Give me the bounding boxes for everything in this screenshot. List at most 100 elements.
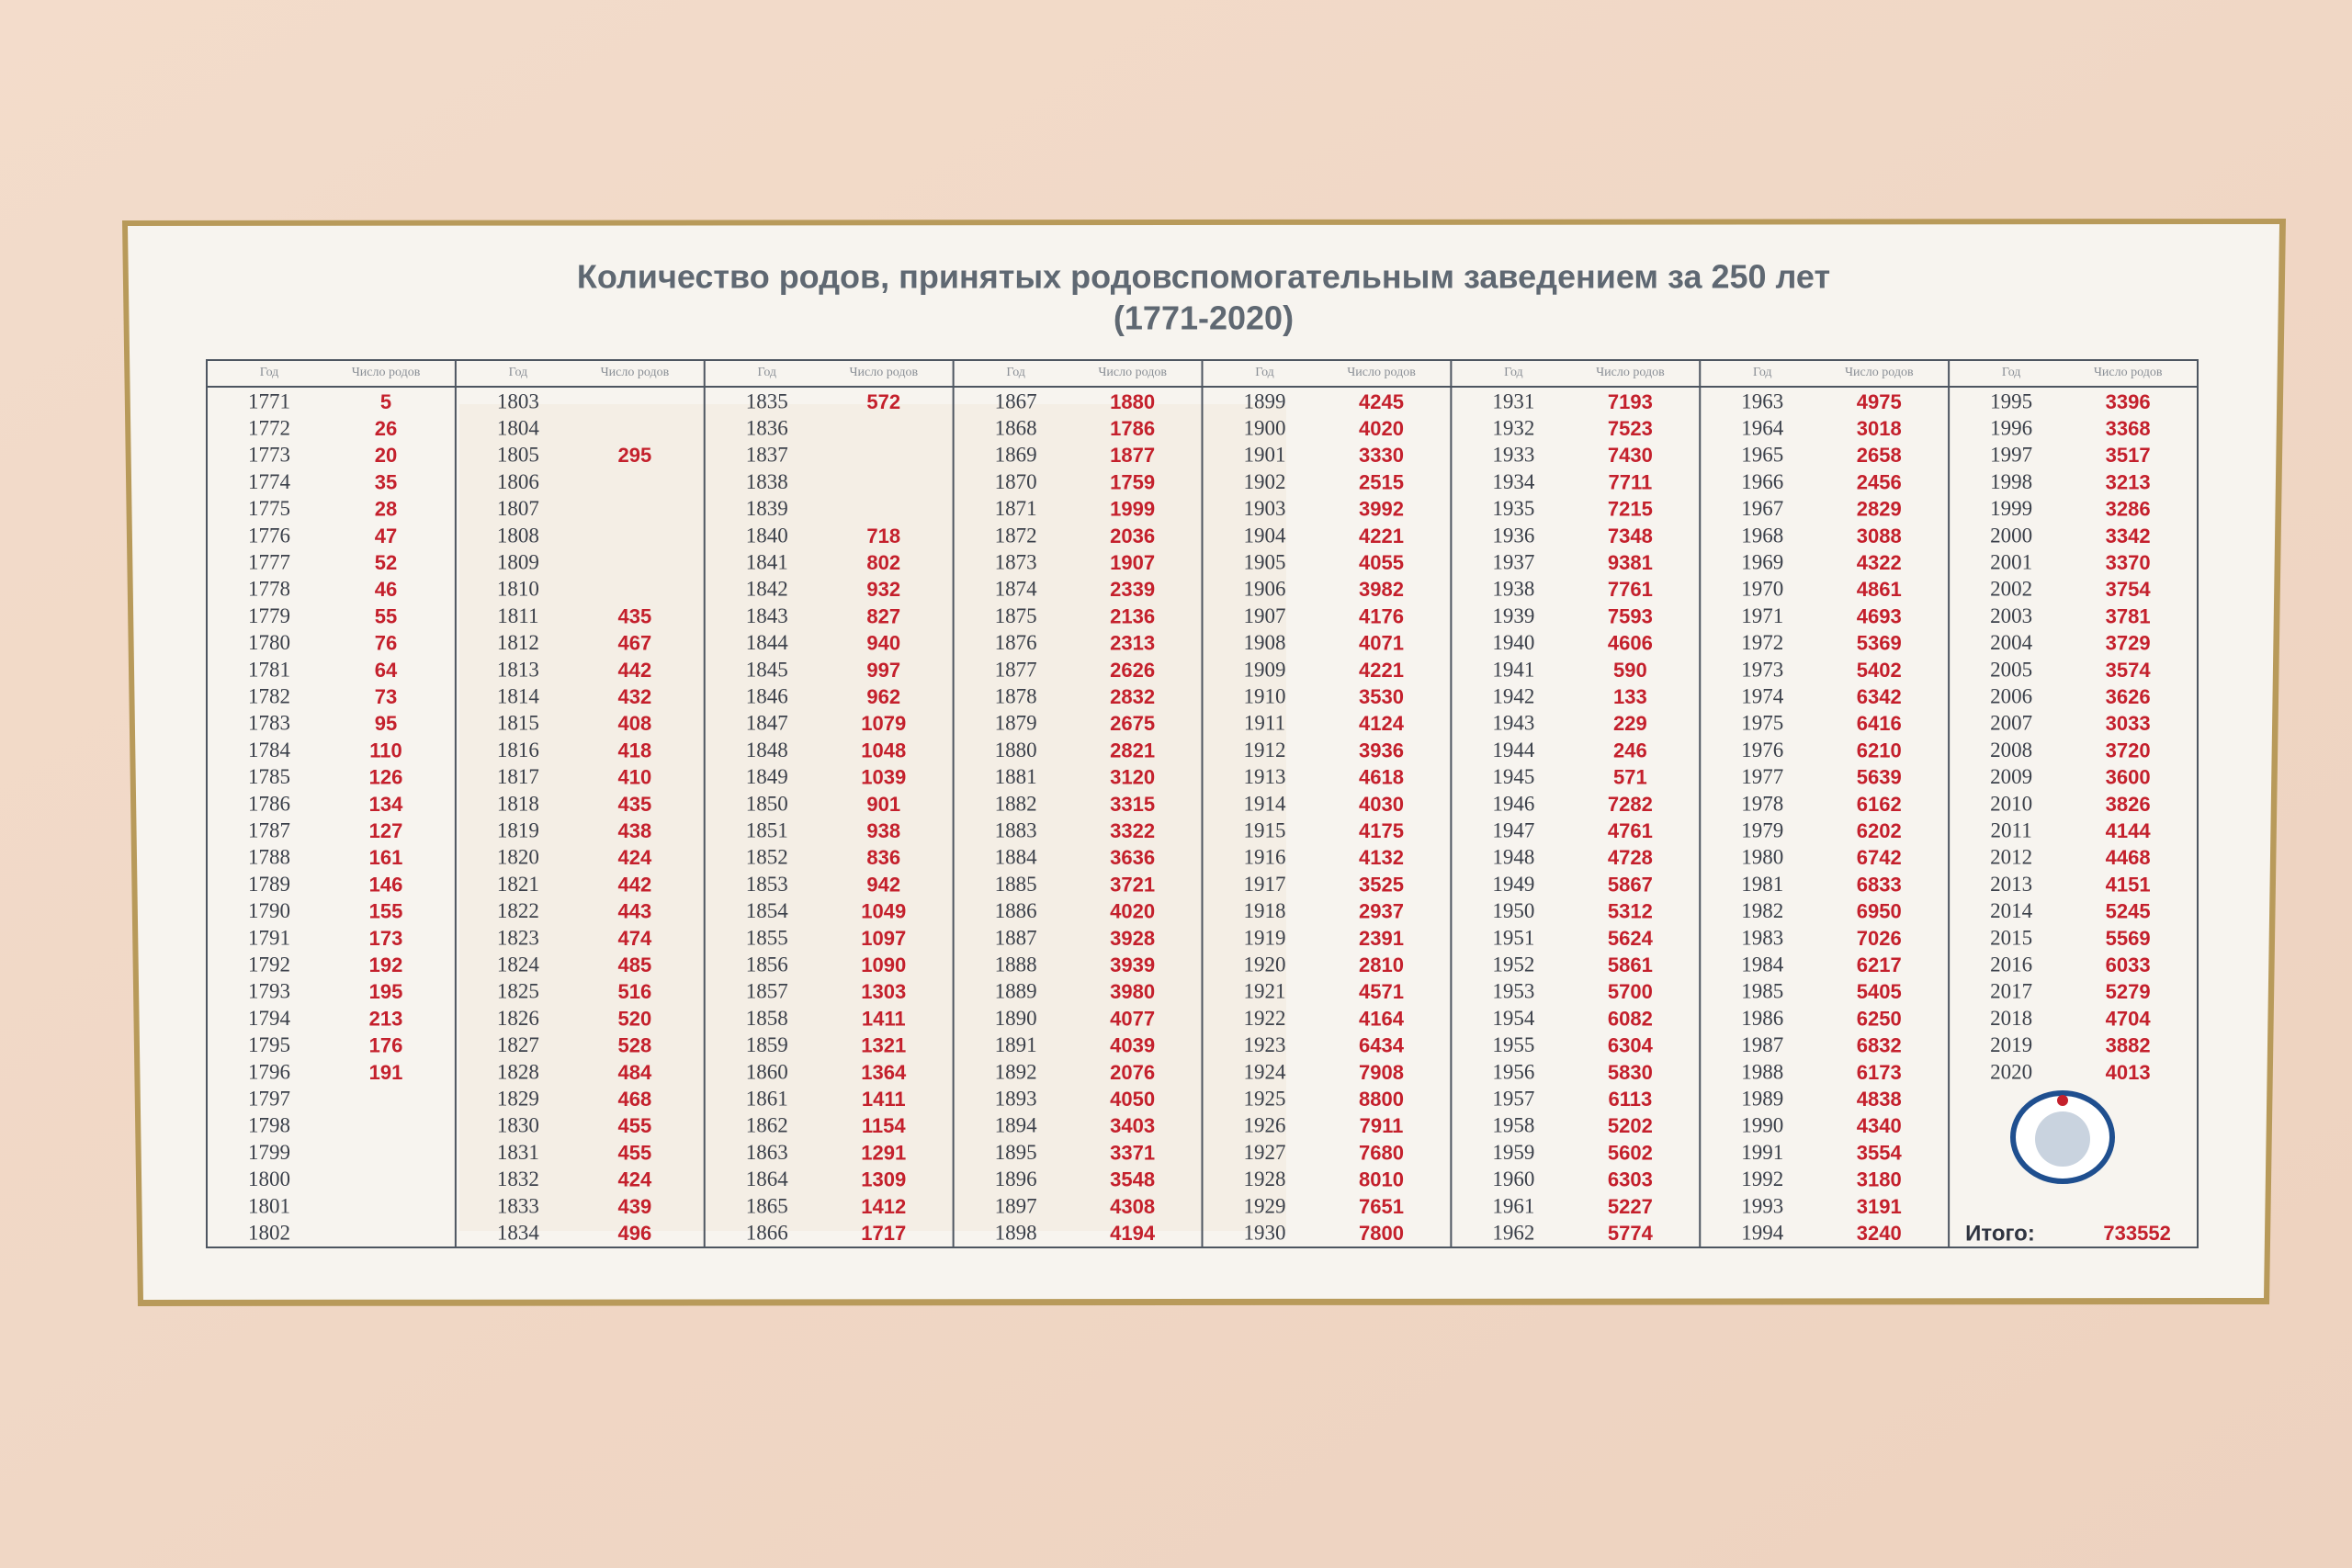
count-cell: 4322 [1857, 551, 1902, 574]
count-cell: 3781 [2106, 604, 2151, 627]
year-cell: 1825 [497, 980, 539, 1003]
count-cell: 4013 [2106, 1061, 2151, 1084]
year-cell: 1861 [746, 1087, 788, 1110]
count-cell: 4468 [2106, 846, 2151, 869]
year-cell: 1870 [995, 470, 1037, 493]
year-cell: 1910 [1244, 684, 1286, 707]
count-cell: 2136 [1110, 604, 1155, 627]
year-cell: 1857 [746, 980, 788, 1003]
count-cell: 1786 [1110, 417, 1155, 440]
count-cell: 6162 [1857, 793, 1902, 816]
count-cell: 3928 [1110, 927, 1155, 950]
count-cell: 3721 [1110, 873, 1155, 896]
year-cell: 1903 [1244, 497, 1286, 520]
year-cell: 1895 [995, 1141, 1037, 1164]
count-cell: 7215 [1608, 498, 1653, 521]
count-cell: 64 [375, 659, 398, 682]
count-cell: 7908 [1359, 1061, 1404, 1084]
count-cell: 2036 [1110, 525, 1155, 547]
year-cell: 1919 [1244, 926, 1286, 949]
year-cell: 1789 [248, 873, 290, 896]
year-cell: 2005 [1990, 658, 2032, 681]
year-cell: 1791 [248, 926, 290, 949]
count-cell: 4308 [1110, 1195, 1155, 1218]
count-cell: 901 [866, 793, 900, 816]
count-cell: 5402 [1857, 659, 1902, 682]
count-cell: 836 [866, 846, 900, 869]
count-cell: 4221 [1359, 659, 1404, 682]
year-cell: 1862 [746, 1114, 788, 1137]
year-cell: 1821 [497, 873, 539, 896]
board [128, 224, 2279, 1300]
count-cell: 4050 [1110, 1088, 1155, 1111]
year-cell: 2001 [1990, 550, 2032, 573]
count-cell: 213 [369, 1007, 403, 1030]
count-cell: 3315 [1110, 793, 1155, 816]
year-cell: 1878 [995, 684, 1037, 707]
count-cell: 1877 [1110, 444, 1155, 467]
year-cell: 2003 [1990, 604, 2032, 627]
year-cell: 2004 [1990, 631, 2033, 654]
year-cell: 1803 [497, 389, 539, 412]
count-cell: 6832 [1857, 1034, 1902, 1057]
year-cell: 1907 [1244, 604, 1286, 627]
year-cell: 1927 [1244, 1141, 1286, 1164]
year-cell: 1899 [1244, 389, 1286, 412]
year-cell: 1819 [497, 818, 539, 841]
count-cell: 2076 [1110, 1061, 1155, 1084]
count-cell: 173 [369, 927, 403, 950]
year-cell: 1987 [1741, 1033, 1783, 1056]
count-cell: 1048 [861, 739, 906, 761]
count-cell: 7911 [1360, 1114, 1404, 1137]
count-cell: 3033 [2106, 712, 2151, 735]
year-cell: 1813 [497, 658, 539, 681]
year-cell: 1911 [1244, 712, 1285, 735]
year-cell: 1797 [248, 1087, 290, 1110]
year-cell: 2007 [1990, 712, 2032, 735]
total-value: 733552 [2103, 1222, 2170, 1245]
year-cell: 1853 [746, 873, 788, 896]
count-cell: 718 [866, 525, 900, 547]
count-cell: 3018 [1857, 417, 1902, 440]
year-cell: 2015 [1990, 926, 2032, 949]
count-cell: 5861 [1608, 953, 1653, 976]
count-cell: 126 [369, 766, 403, 789]
count-cell: 439 [618, 1195, 652, 1218]
count-cell: 3180 [1857, 1168, 1902, 1191]
year-cell: 1800 [248, 1168, 290, 1190]
year-cell: 1971 [1741, 604, 1783, 627]
year-cell: 1880 [995, 739, 1037, 761]
count-cell: 1759 [1110, 470, 1155, 493]
count-cell: 3330 [1359, 444, 1404, 467]
count-cell: 127 [369, 819, 403, 842]
count-cell: 962 [866, 685, 900, 708]
year-cell: 1845 [746, 658, 788, 681]
count-cell: 3240 [1857, 1222, 1902, 1245]
year-cell: 1847 [746, 712, 788, 735]
count-cell: 6250 [1857, 1007, 1902, 1030]
count-cell: 467 [618, 632, 652, 655]
year-cell: 1931 [1492, 389, 1534, 412]
count-cell: 1411 [862, 1088, 906, 1111]
year-cell: 1826 [497, 1007, 539, 1030]
count-cell: 4176 [1359, 604, 1404, 627]
year-cell: 1990 [1741, 1114, 1783, 1137]
count-cell: 2515 [1359, 470, 1404, 493]
header-count: Число родов [849, 366, 918, 379]
year-cell: 1801 [248, 1194, 290, 1217]
year-cell: 2013 [1990, 873, 2032, 896]
year-cell: 1798 [248, 1114, 290, 1137]
count-cell: 3982 [1359, 578, 1404, 601]
count-cell: 4838 [1857, 1088, 1902, 1111]
year-cell: 1771 [248, 389, 290, 412]
count-cell: 26 [375, 417, 397, 440]
year-cell: 1884 [995, 846, 1038, 869]
count-cell: 2675 [1110, 712, 1155, 735]
year-cell: 1835 [746, 389, 788, 412]
count-cell: 1309 [861, 1168, 906, 1191]
year-cell: 1940 [1492, 631, 1534, 654]
year-cell: 1989 [1741, 1087, 1783, 1110]
year-cell: 1970 [1741, 578, 1783, 601]
year-cell: 1942 [1492, 684, 1534, 707]
